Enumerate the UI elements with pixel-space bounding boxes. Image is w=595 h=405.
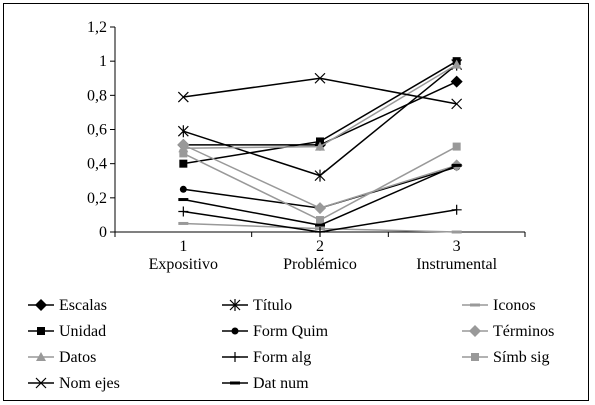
data-point-form-quim	[179, 185, 187, 193]
legend-label-datos: Datos	[59, 349, 96, 366]
data-point-form-alg	[315, 227, 325, 237]
legend-label-escalas: Escalas	[59, 297, 107, 314]
y-tick-label: 0,4	[87, 156, 107, 173]
legend-marker-titulo	[229, 299, 241, 311]
data-point-unidad	[179, 159, 188, 168]
data-point-unidad	[316, 137, 324, 146]
x-tick-number: 1	[179, 238, 187, 255]
x-tick-label: Instrumental	[416, 256, 497, 273]
y-tick-label: 0,2	[87, 190, 107, 207]
y-tick-label: 0	[99, 224, 107, 241]
y-tick-label: 0,8	[87, 87, 107, 104]
y-tick-label: 1,2	[87, 19, 107, 36]
data-point-escalas	[450, 75, 463, 88]
legend-marker-unidad	[37, 327, 45, 335]
legend-label-terminos: Términos	[493, 323, 554, 340]
legend-marker-terminos	[469, 325, 481, 337]
legend-label-form-alg: Form alg	[253, 349, 311, 366]
y-tick-label: 1	[99, 53, 107, 70]
data-point-datos	[451, 59, 462, 69]
series-line-datos	[183, 63, 458, 150]
legend-label-dat-num: Dat num	[253, 375, 309, 392]
data-point-nom-ejes	[177, 91, 189, 103]
data-point-form-alg	[451, 204, 462, 215]
x-tick-number: 3	[453, 238, 461, 255]
data-point-datos	[315, 141, 325, 151]
legend-label-form-quim: Form Quim	[253, 323, 329, 340]
legend-label-simb-sig: Símb sig	[493, 349, 549, 366]
legend-marker-simb-sig	[471, 353, 479, 361]
legend-label-nom-ejes: Nom ejes	[59, 375, 120, 392]
data-point-nom-ejes	[451, 98, 463, 110]
legend-label-unidad: Unidad	[59, 323, 106, 340]
legend-marker-datos	[36, 352, 46, 361]
legend-label-iconos: Iconos	[493, 297, 536, 314]
data-point-titulo	[177, 125, 189, 138]
data-point-simb-sig	[179, 149, 188, 158]
x-tick-label: Expositivo	[149, 256, 218, 273]
data-point-terminos	[314, 202, 326, 215]
x-tick-number: 2	[316, 238, 324, 255]
legend-marker-form-quim	[231, 327, 239, 335]
y-tick-label: 0,6	[87, 122, 107, 139]
data-point-simb-sig	[316, 216, 324, 225]
chart-frame	[3, 3, 589, 401]
series-line-titulo	[183, 64, 458, 177]
data-point-simb-sig	[452, 142, 461, 151]
legend-label-titulo: Título	[253, 297, 292, 314]
data-point-titulo	[314, 169, 326, 182]
legend-marker-escalas	[35, 299, 47, 311]
data-point-nom-ejes	[314, 72, 326, 84]
legend-marker-nom-ejes	[35, 377, 47, 389]
data-point-form-alg	[178, 206, 189, 217]
legend-marker-form-alg	[230, 352, 240, 362]
x-tick-label: Problémico	[283, 256, 357, 273]
